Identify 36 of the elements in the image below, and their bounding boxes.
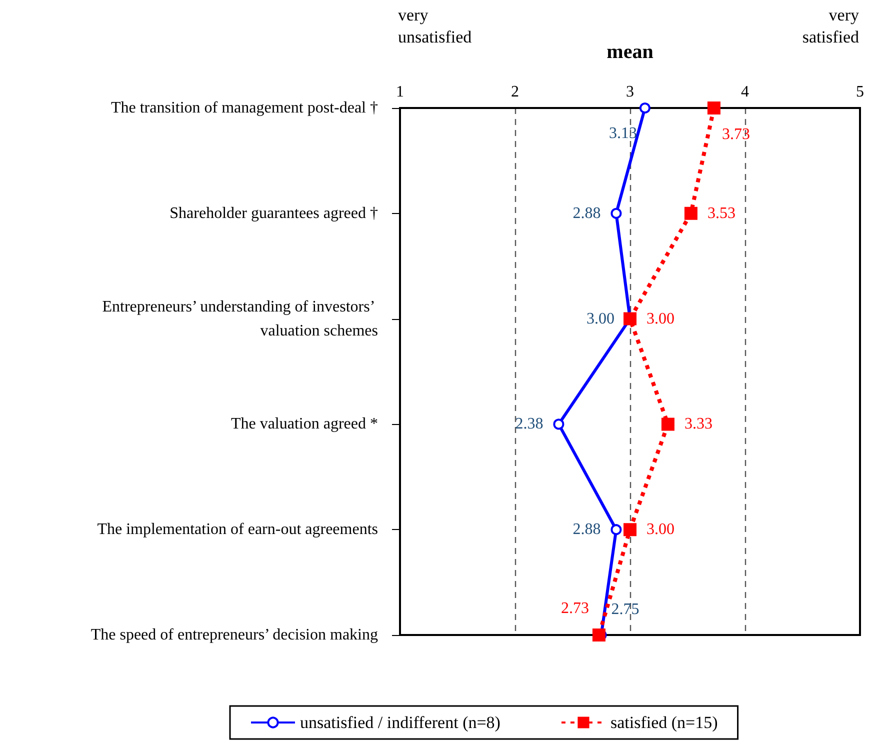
- y-tick-label: Shareholder guarantees agreed †: [170, 204, 378, 222]
- y-tick-label: The implementation of earn-out agreements: [97, 521, 378, 538]
- point: [639, 102, 650, 114]
- x-tick-label: 3: [626, 84, 634, 100]
- data-label: 2.88: [572, 521, 601, 538]
- data-label: 3.33: [684, 416, 712, 433]
- data-label: 3.00: [646, 310, 674, 328]
- point: [684, 206, 698, 220]
- y-tick-label: The speed of entrepreneurs’ decision making: [90, 626, 378, 644]
- data-label: 3.73: [722, 126, 750, 143]
- x-tick-label: 4: [741, 84, 749, 100]
- y-tick-label: The transition of management post-deal †: [110, 100, 378, 116]
- data-label: 2.38: [515, 416, 544, 433]
- data-label: 2.73: [560, 600, 589, 617]
- y-tick-label: The valuation agreed *: [230, 416, 378, 433]
- point: [610, 208, 622, 219]
- x-axis-title: mean: [606, 41, 654, 63]
- data-label: 2.75: [611, 601, 640, 618]
- y-tick-label: Entrepreneurs’ understanding of investors’ valuation schemes: [102, 298, 378, 340]
- x-tick-label: 1: [396, 84, 404, 100]
- x-tick-label: 2: [511, 84, 519, 100]
- data-label: 3.53: [707, 204, 736, 222]
- point: [610, 524, 622, 536]
- legend-label: satisfied (n=15): [610, 713, 718, 732]
- text: very unsatisfied: [398, 6, 472, 46]
- text: very satisfied: [802, 6, 860, 46]
- legend-label: unsatisfied / indifferent (n=8): [300, 713, 500, 732]
- x-tick-label: 5: [856, 84, 864, 100]
- data-label: 3.00: [646, 521, 674, 538]
- data-label: 2.88: [572, 204, 601, 222]
- point: [624, 523, 636, 536]
- point: [707, 102, 720, 114]
- point: [592, 628, 606, 642]
- point: [661, 418, 674, 431]
- point: [553, 418, 564, 430]
- data-label: 3.00: [586, 310, 614, 328]
